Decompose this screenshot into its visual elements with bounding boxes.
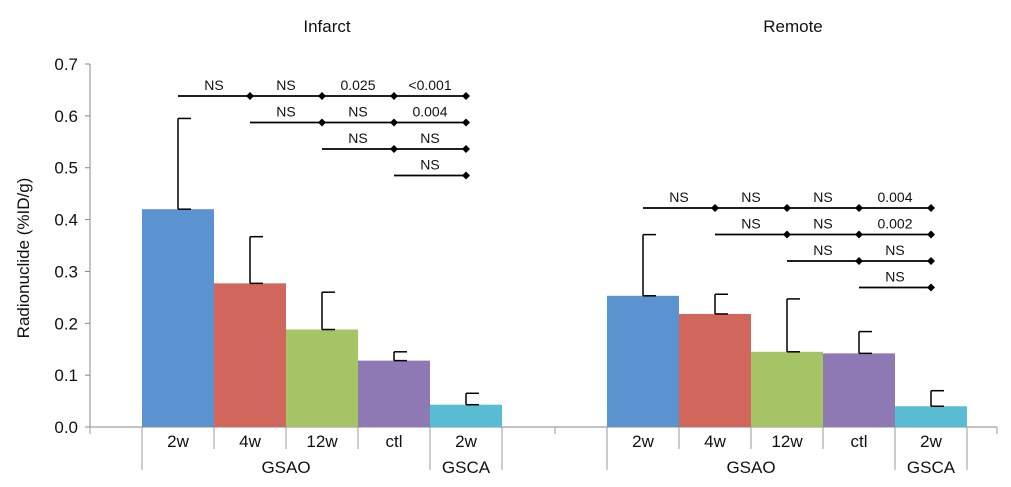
- comparison-marker: [462, 171, 470, 180]
- bar: [358, 360, 430, 427]
- comparison-marker: [927, 283, 935, 292]
- panel-title: Infarct: [303, 17, 351, 36]
- comparison-marker: [783, 204, 791, 212]
- bar: [214, 283, 286, 427]
- category-label: ctl: [851, 432, 868, 451]
- significance-label: NS: [741, 189, 760, 205]
- bar: [286, 329, 358, 427]
- significance-label: 0.002: [877, 216, 912, 232]
- category-label: 2w: [167, 432, 189, 451]
- comparison-marker: [390, 145, 398, 153]
- y-tick-label: 0.7: [54, 55, 78, 74]
- bar: [895, 406, 967, 427]
- category-label: 12w: [771, 432, 803, 451]
- significance-label: NS: [813, 189, 832, 205]
- comparison-marker: [855, 204, 863, 212]
- group-label: GSCA: [907, 458, 956, 477]
- comparison-marker: [462, 118, 470, 127]
- comparison-marker: [390, 118, 398, 127]
- comparison-marker: [318, 92, 326, 100]
- significance-label: NS: [204, 77, 223, 93]
- significance-label: NS: [276, 104, 295, 120]
- y-tick-label: 0.2: [54, 314, 78, 333]
- panel-title: Remote: [763, 17, 823, 36]
- comparison-marker: [711, 204, 719, 212]
- group-label: GSCA: [442, 458, 491, 477]
- comparison-marker: [783, 230, 791, 239]
- y-tick-label: 0.6: [54, 107, 78, 126]
- y-tick-label: 0.0: [54, 418, 78, 437]
- bar: [142, 209, 214, 427]
- significance-label: NS: [813, 216, 832, 232]
- comparison-marker: [462, 92, 470, 100]
- significance-label: <0.001: [408, 77, 451, 93]
- comparison-marker: [390, 92, 398, 100]
- bar: [679, 313, 751, 427]
- category-label: 4w: [239, 432, 261, 451]
- significance-label: NS: [741, 216, 760, 232]
- comparison-marker: [855, 230, 863, 239]
- bar: [751, 351, 823, 427]
- category-label: 12w: [306, 432, 338, 451]
- significance-label: NS: [348, 130, 367, 146]
- comparison-marker: [246, 92, 254, 100]
- bar: [823, 353, 895, 427]
- significance-label: NS: [813, 242, 832, 258]
- significance-label: 0.025: [340, 77, 375, 93]
- y-tick-label: 0.5: [54, 159, 78, 178]
- significance-label: NS: [348, 104, 367, 120]
- comparison-marker: [927, 204, 935, 212]
- comparison-marker: [927, 257, 935, 265]
- remote-panel: Remote 2w 4w 12w ctl 2w GSAO GSCA NS NS NS 0.004 NS N…: [607, 17, 967, 477]
- y-tick-label: 0.4: [54, 211, 78, 230]
- significance-label: 0.004: [877, 189, 912, 205]
- significance-label: NS: [885, 269, 904, 285]
- comparison-marker: [462, 145, 470, 153]
- bar: [430, 404, 502, 427]
- significance-label: NS: [420, 157, 439, 173]
- significance-label: NS: [420, 130, 439, 146]
- comparison-marker: [927, 230, 935, 239]
- category-label: ctl: [386, 432, 403, 451]
- significance-label: NS: [669, 189, 688, 205]
- bar: [607, 295, 679, 427]
- category-label: 2w: [455, 432, 477, 451]
- significance-label: NS: [885, 242, 904, 258]
- category-label: 2w: [920, 432, 942, 451]
- group-label: GSAO: [726, 458, 775, 477]
- category-label: 2w: [632, 432, 654, 451]
- y-axis-label: Radionuclide (%ID/g): [14, 178, 33, 339]
- category-label: 4w: [704, 432, 726, 451]
- comparison-marker: [855, 257, 863, 265]
- group-label: GSAO: [261, 458, 310, 477]
- y-tick-label: 0.3: [54, 262, 78, 281]
- significance-label: 0.004: [412, 104, 447, 120]
- significance-label: NS: [276, 77, 295, 93]
- comparison-marker: [318, 118, 326, 127]
- y-tick-label: 0.1: [54, 366, 78, 385]
- infarct-panel: Infarct 2w 4w 12w ctl 2w GSAO GSCA NS NS 0.025 <0.0…: [142, 17, 502, 477]
